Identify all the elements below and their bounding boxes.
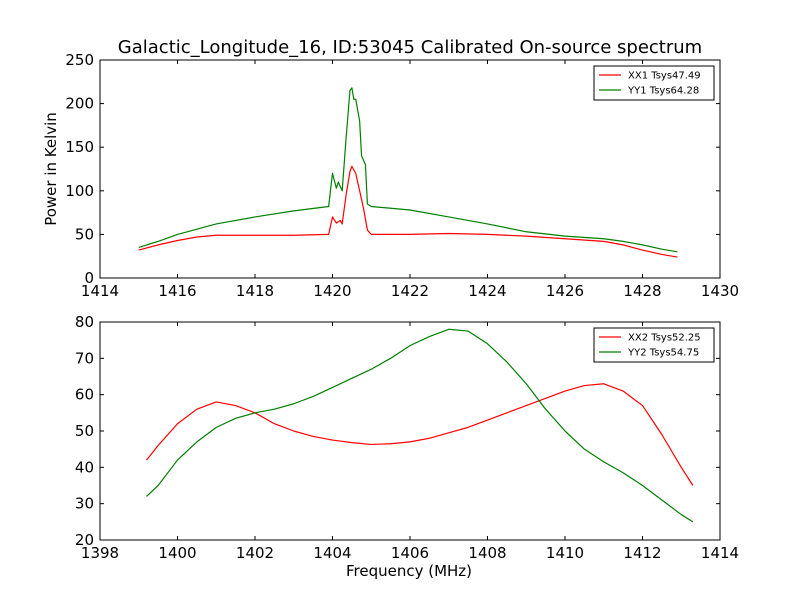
x-tick-label: 1414 — [701, 544, 739, 562]
legend-entry: XX2 Tsys52.25 — [628, 333, 701, 344]
x-tick-label: 1406 — [391, 544, 429, 562]
figure-title: Galactic_Longitude_16, ID:53045 Calibrat… — [118, 37, 702, 58]
y-tick-label: 50 — [75, 225, 94, 243]
x-tick-label: 1424 — [468, 282, 506, 300]
series-line-2-2 — [146, 328, 694, 523]
series-line-1-2 — [138, 87, 678, 253]
y-axis-label: Power in Kelvin — [42, 112, 60, 226]
x-tick-label: 1402 — [236, 544, 274, 562]
x-tick-label: 1408 — [468, 544, 506, 562]
legend-entry: XX1 Tsys47.49 — [628, 71, 701, 82]
legend-box — [593, 327, 715, 363]
series-group — [146, 328, 694, 523]
y-tick-label: 40 — [75, 458, 94, 476]
y-tick-label: 250 — [65, 51, 94, 69]
series-line-2-1 — [146, 383, 694, 486]
plot-panel-1: 1414 1416 1418 1420 1422 1424 1426 1428 1430 0 50 1… — [42, 51, 739, 300]
x-tick-label: 1426 — [546, 282, 584, 300]
x-tick-label: 1410 — [546, 544, 584, 562]
y-tick-label: 200 — [65, 95, 94, 113]
y-tick-label: 60 — [75, 386, 94, 404]
x-tick-label: 1428 — [623, 282, 661, 300]
x-tick-label: 1420 — [313, 282, 351, 300]
x-tick-label: 1398 — [81, 544, 119, 562]
legend-box — [593, 65, 715, 101]
x-axis-label: Frequency (MHz) — [346, 562, 472, 580]
x-tick-label: 1416 — [158, 282, 196, 300]
legend: XX2 Tsys52.25 YY2 Tsys54.75 — [593, 327, 715, 363]
x-tick-label: 1422 — [391, 282, 429, 300]
legend-entry: YY2 Tsys54.75 — [627, 348, 699, 359]
y-tick-label: 70 — [75, 349, 94, 367]
legend-entry: YY1 Tsys64.28 — [627, 86, 699, 97]
y-tick-label: 30 — [75, 495, 94, 513]
legend: XX1 Tsys47.49 YY1 Tsys64.28 — [593, 65, 715, 101]
y-tick-label: 50 — [75, 422, 94, 440]
y-tick-label: 80 — [75, 313, 94, 331]
series-group — [138, 87, 678, 258]
x-tick-label: 1430 — [701, 282, 739, 300]
x-tick-label: 1404 — [313, 544, 351, 562]
y-tick-label: 20 — [75, 531, 94, 549]
series-line-1-1 — [138, 165, 678, 258]
x-tick-label: 1418 — [236, 282, 274, 300]
plot-panel-2: 1398 1400 1402 1404 1406 1408 1410 1412 1414 20 30… — [75, 313, 739, 580]
plots-layer: 1414 1416 1418 1420 1422 1424 1426 1428 14300501… — [42, 51, 739, 580]
y-tick-label: 100 — [65, 182, 94, 200]
x-tick-label: 1414 — [81, 282, 119, 300]
x-tick-label: 1400 — [158, 544, 196, 562]
y-tick-label: 150 — [65, 138, 94, 156]
x-tick-label: 1412 — [623, 544, 661, 562]
y-tick-label: 0 — [84, 269, 94, 287]
